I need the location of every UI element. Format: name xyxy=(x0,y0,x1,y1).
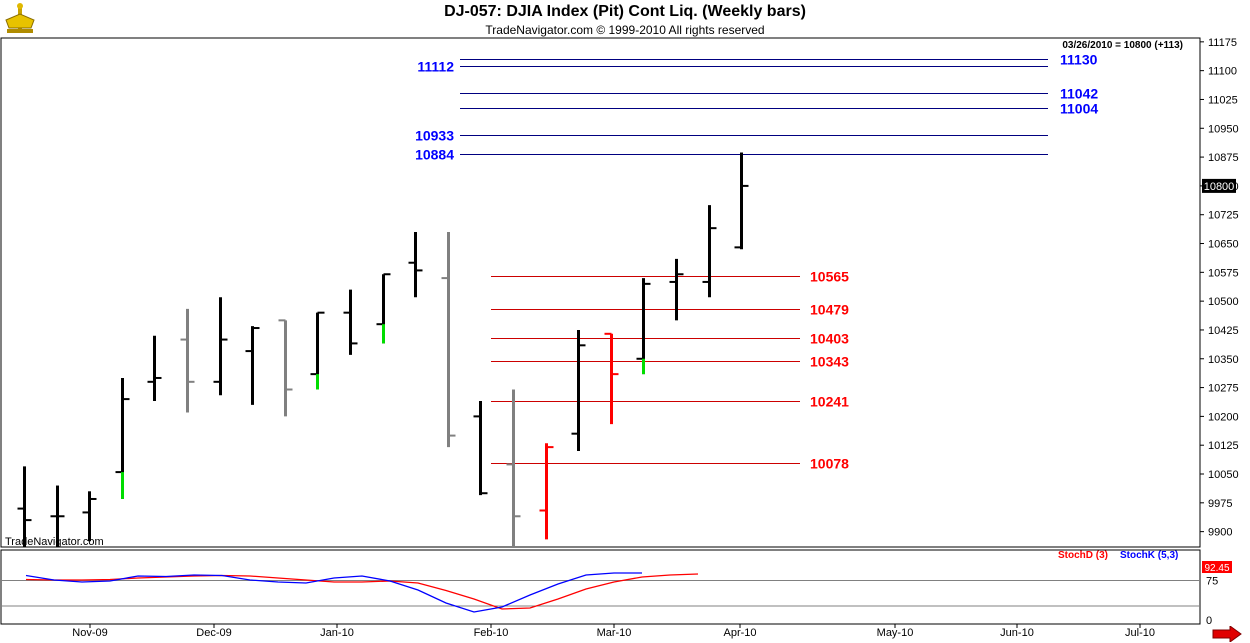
watermark-text: TradeNavigator.com xyxy=(5,536,104,548)
y-axis-tick-label: 10875 xyxy=(1208,152,1239,164)
red-level-label: 10343 xyxy=(810,354,849,370)
chart-title: DJ-057: DJIA Index (Pit) Cont Liq. (Week… xyxy=(444,3,806,20)
red-level-label: 10241 xyxy=(810,394,849,410)
blue-level-label: 10884 xyxy=(415,147,454,163)
stoch-k-legend: StochK (5,3) xyxy=(1120,550,1178,561)
y-axis-tick-label: 10950 xyxy=(1208,123,1239,135)
y-axis-tick-label: 10275 xyxy=(1208,383,1239,395)
red-level-label: 10479 xyxy=(810,302,849,318)
trade-navigator-logo-icon xyxy=(5,3,35,33)
blue-level-label: 10933 xyxy=(415,128,454,144)
stoch-d-legend: StochD (3) xyxy=(1058,550,1108,561)
scroll-right-arrow-icon[interactable] xyxy=(1212,626,1242,642)
x-axis-label: Jan-10 xyxy=(320,627,354,639)
y-axis-tick-label: 10650 xyxy=(1208,239,1239,251)
price-readout: 03/26/2010 = 10800 (+113) xyxy=(1062,40,1183,51)
y-axis-tick-label: 10725 xyxy=(1208,210,1239,222)
blue-level-label: 11112 xyxy=(417,59,454,75)
y-axis-tick-label: 11175 xyxy=(1208,37,1237,49)
stoch-axis-label: 0 xyxy=(1206,615,1212,627)
stoch-panel-frame xyxy=(0,549,1201,625)
x-axis-label: Mar-10 xyxy=(597,627,632,639)
y-axis-tick-label: 10500 xyxy=(1208,296,1239,308)
y-axis-tick-label: 10050 xyxy=(1208,469,1239,481)
y-axis-tick-label: 10575 xyxy=(1208,267,1239,279)
blue-level-label: 11004 xyxy=(1060,101,1098,117)
y-axis-tick-label: 10200 xyxy=(1208,411,1239,423)
price-panel-frame xyxy=(0,37,1201,548)
red-level-label: 10078 xyxy=(810,456,849,472)
last-price-label: 10800 xyxy=(1204,181,1235,193)
blue-level-label: 11042 xyxy=(1060,86,1098,102)
red-level-label: 10565 xyxy=(810,269,849,285)
stoch-d-line xyxy=(25,573,699,610)
last-price-marker xyxy=(1202,178,1236,193)
x-axis-label: Dec-09 xyxy=(196,627,231,639)
x-axis-label: Jul-10 xyxy=(1125,627,1155,639)
y-axis-tick-label: 10350 xyxy=(1208,354,1239,366)
y-axis-tick-label: 11025 xyxy=(1208,94,1238,106)
y-axis-tick-label: 9975 xyxy=(1208,498,1232,510)
stoch-last-value-marker xyxy=(1202,561,1232,573)
x-axis-label: May-10 xyxy=(877,627,914,639)
x-axis-label: Jun-10 xyxy=(1000,627,1034,639)
y-axis-tick-label: 10425 xyxy=(1208,325,1239,337)
stoch-last-value-label: 92.45 xyxy=(1204,563,1229,574)
chart-subtitle: TradeNavigator.com © 1999-2010 All right… xyxy=(485,23,765,37)
x-axis-label: Nov-09 xyxy=(72,627,107,639)
stoch-axis-label: 75 xyxy=(1206,576,1218,588)
red-level-label: 10403 xyxy=(810,331,849,347)
blue-level-label: 11130 xyxy=(1060,52,1098,68)
x-axis-label: Apr-10 xyxy=(723,627,756,639)
x-axis-label: Feb-10 xyxy=(474,627,509,639)
y-axis-tick-label: 11100 xyxy=(1208,66,1237,78)
y-axis-tick-label: 10125 xyxy=(1208,440,1239,452)
y-axis-tick-label: 9900 xyxy=(1208,527,1232,539)
stoch-k-line xyxy=(25,572,642,613)
